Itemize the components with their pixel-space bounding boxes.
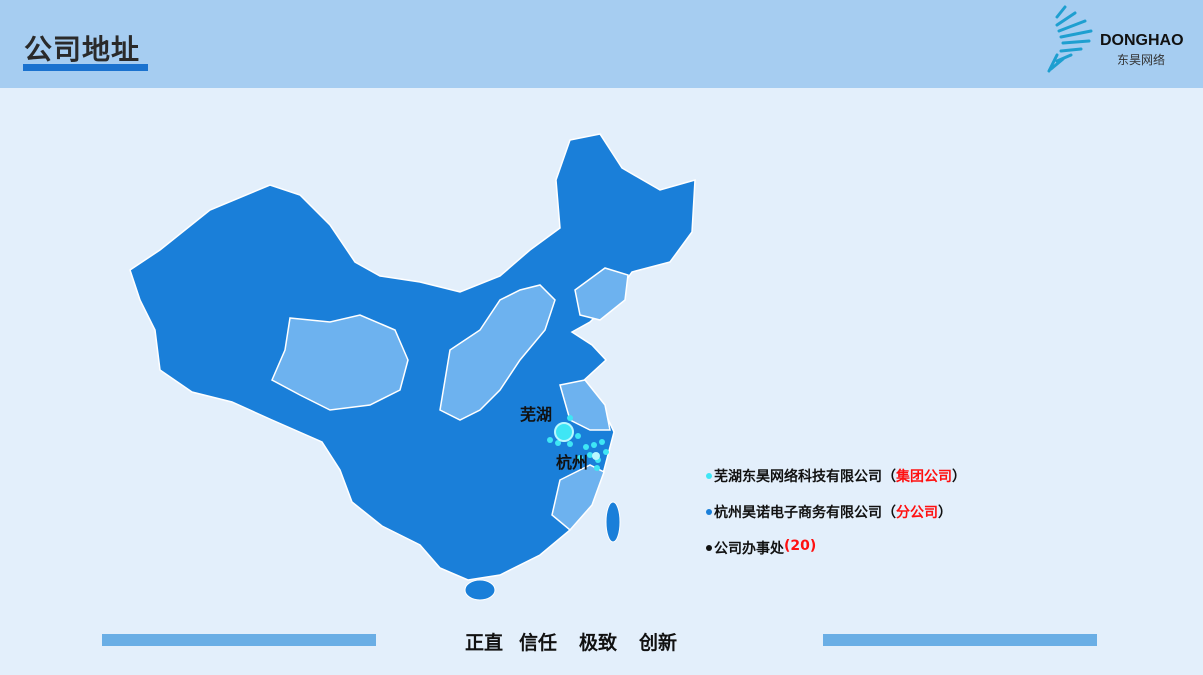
legend-item-offices: 公司办事处 (20) bbox=[706, 538, 966, 574]
footer-bar-left bbox=[102, 634, 376, 646]
black-dot-icon bbox=[706, 545, 712, 551]
motto-word: 信任 bbox=[519, 632, 558, 654]
legend-highlight: 分公司 bbox=[896, 505, 938, 521]
legend-item-group: 芜湖东昊网络科技有限公司（ 集团公司） bbox=[706, 466, 966, 502]
legend-suffix: ） bbox=[938, 505, 952, 521]
province-shaanxi-shanxi bbox=[439, 284, 556, 421]
legend-text: 公司办事处 bbox=[714, 541, 784, 557]
china-mainland bbox=[129, 133, 696, 581]
legend-text: 杭州昊诺电子商务有限公司（ bbox=[714, 505, 896, 521]
motto-word: 极致 bbox=[579, 632, 618, 654]
legend-item-branch: 杭州昊诺电子商务有限公司（ 分公司） bbox=[706, 502, 966, 538]
province-hainan bbox=[464, 579, 496, 601]
cyan-dot-icon bbox=[706, 473, 712, 479]
province-qinghai bbox=[271, 314, 409, 411]
wing-icon bbox=[1047, 5, 1093, 73]
blue-dot-icon bbox=[706, 509, 712, 515]
legend-highlight: (20) bbox=[784, 538, 817, 554]
page-title: 公司地址 bbox=[24, 33, 141, 66]
legend-highlight: 集团公司 bbox=[896, 469, 952, 485]
city-label-hangzhou: 杭州 bbox=[556, 453, 588, 472]
hangzhou-marker[interactable] bbox=[592, 452, 600, 460]
legend-text: 芜湖东昊网络科技有限公司（ bbox=[714, 469, 896, 485]
legend-suffix: ） bbox=[952, 469, 966, 485]
title-underline bbox=[23, 64, 148, 71]
footer-bar-right bbox=[823, 634, 1097, 646]
city-label-wuhu: 芜湖 bbox=[520, 405, 552, 424]
office-markers bbox=[547, 415, 609, 471]
motto: 正直 信任 极致 创新 bbox=[465, 628, 693, 655]
motto-word: 正直 bbox=[465, 632, 504, 654]
province-liaoning bbox=[574, 267, 629, 321]
logo-text-en: DONGHAO bbox=[1100, 32, 1184, 49]
legend: 芜湖东昊网络科技有限公司（ 集团公司） 杭州昊诺电子商务有限公司（ 分公司） 公司办… bbox=[706, 466, 966, 574]
wuhu-marker[interactable] bbox=[554, 422, 574, 442]
logo-text-cn: 东昊网络 bbox=[1117, 53, 1166, 67]
province-fujian bbox=[551, 464, 605, 532]
logo: DONGHAO 东昊网络 bbox=[1045, 5, 1195, 75]
motto-word: 创新 bbox=[639, 632, 678, 654]
province-taiwan bbox=[605, 501, 621, 543]
header bbox=[0, 0, 1203, 88]
